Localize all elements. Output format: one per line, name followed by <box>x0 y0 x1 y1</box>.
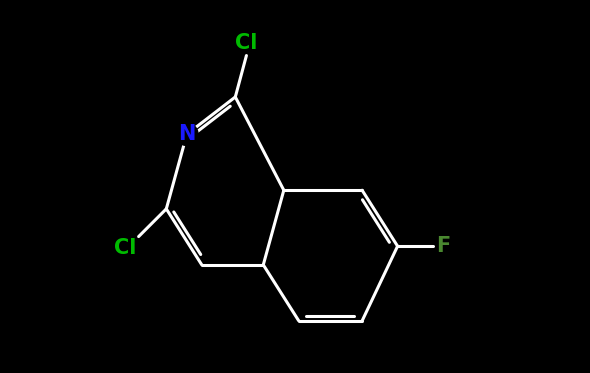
Text: F: F <box>436 236 450 256</box>
Circle shape <box>176 123 198 145</box>
Text: Cl: Cl <box>114 238 137 258</box>
Text: Cl: Cl <box>235 32 258 53</box>
Text: N: N <box>178 124 195 144</box>
